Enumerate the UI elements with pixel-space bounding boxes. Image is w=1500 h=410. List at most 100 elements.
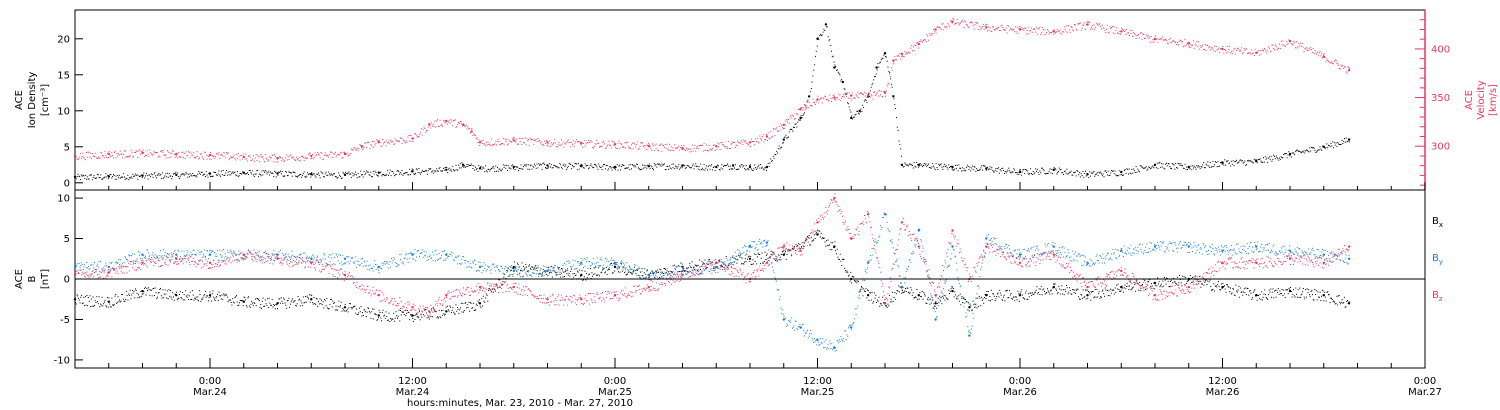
data-dot [436,317,438,319]
data-dot [1070,170,1072,172]
data-point [647,145,650,148]
data-dot [370,144,372,146]
data-dot [1333,147,1334,149]
data-dot [1282,295,1284,296]
data-dot [462,165,464,167]
data-dot [852,116,854,118]
data-dot [924,295,926,297]
data-dot [1235,161,1237,162]
data-dot [272,306,274,308]
data-dot [1036,286,1038,288]
data-dot [1135,280,1137,282]
data-dot [266,304,268,306]
data-dot [992,169,994,171]
data-dot [154,287,156,289]
data-dot [458,312,460,314]
data-dot [1312,299,1314,301]
data-dot [1004,29,1006,31]
data-dot [776,260,778,262]
data-dot [509,274,511,276]
data-dot [491,168,492,170]
data-dot [79,156,81,158]
data-dot [1171,168,1172,170]
data-dot [510,269,512,271]
data-dot [1009,290,1010,292]
data-dot [201,155,203,157]
data-dot [589,165,591,167]
data-dot [665,169,667,171]
data-dot [850,94,852,96]
data-dot [366,147,368,148]
data-dot [494,171,496,172]
data-dot [284,302,286,304]
data-dot [401,311,403,313]
data-dot [522,168,524,170]
data-dot [1219,52,1221,54]
data-dot [107,269,109,271]
data-dot [391,170,393,172]
data-dot [1317,149,1319,151]
data-dot [528,168,530,170]
data-dot [1204,281,1206,283]
data-dot [832,95,834,97]
data-dot [223,155,225,157]
data-dot [362,147,364,149]
data-point [782,253,785,256]
data-dot [120,300,122,302]
data-dot [890,76,892,78]
data-dot [727,147,729,149]
data-dot [804,240,806,242]
data-dot [572,164,573,166]
data-point [107,152,111,156]
data-dot [1195,275,1197,277]
data-dot [505,167,507,169]
data-dot [287,174,289,176]
data-dot [1165,163,1167,165]
data-dot [845,92,847,94]
data-dot [1337,304,1339,306]
data-dot [331,306,333,308]
data-dot [390,318,392,319]
data-dot [501,169,503,171]
data-dot [998,167,1000,169]
data-dot [513,166,515,168]
data-dot [1053,29,1055,31]
data-dot [532,165,534,167]
data-dot [1154,284,1156,286]
data-dot [740,254,742,256]
data-dot [1123,31,1125,32]
data-dot [1192,165,1194,167]
data-dot [999,292,1001,294]
data-dot [1009,27,1011,29]
data-dot [302,173,304,175]
data-dot [1173,164,1175,166]
data-dot [983,302,985,304]
data-dot [934,169,936,171]
data-dot [1332,301,1334,303]
data-dot [519,272,521,274]
data-dot [284,175,286,177]
data-dot [285,171,287,173]
top-right-tick-label: 350 [1431,93,1450,104]
data-dot [355,171,357,173]
data-dot [261,156,263,158]
data-dot [658,271,660,273]
data-dot [523,166,524,168]
data-dot [1088,21,1090,23]
data-dot [736,145,738,147]
data-dot [652,273,654,275]
data-dot [124,300,126,302]
data-dot [626,142,627,144]
data-dot [1140,32,1142,33]
data-dot [1112,32,1114,34]
data-dot [1106,171,1108,173]
data-dot [408,135,410,137]
data-dot [1260,53,1262,55]
data-dot [734,261,736,263]
data-dot [261,307,262,309]
data-dot [209,291,211,293]
data-dot [909,291,911,293]
data-dot [810,244,812,246]
data-dot [961,19,963,21]
data-dot [718,143,720,145]
